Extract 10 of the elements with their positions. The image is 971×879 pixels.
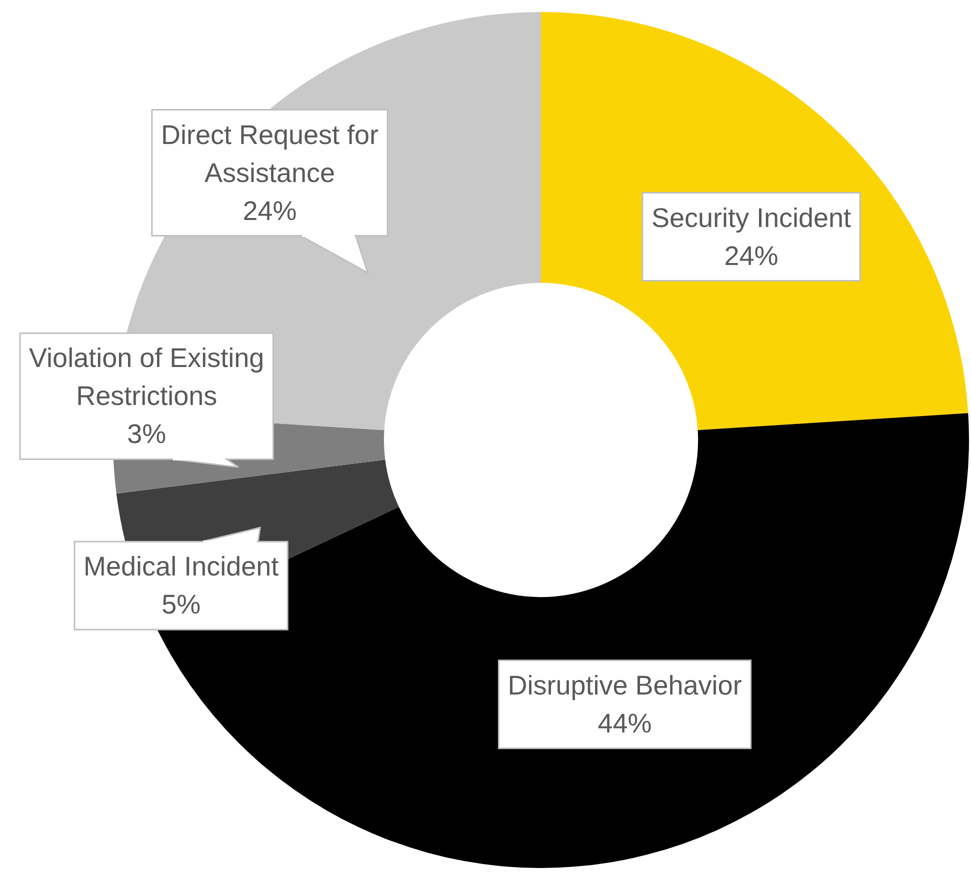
slice-label: Medical Incident	[84, 552, 280, 582]
data-label: 5%	[162, 590, 201, 620]
slice-label: Security Incident	[651, 202, 852, 233]
slice-label: Direct Request for Assistance	[160, 120, 379, 188]
slice-label: Violation of Existing Restrictions	[29, 343, 264, 412]
data-label: 44%	[598, 708, 652, 738]
data-label: 24%	[242, 196, 297, 226]
slice-label: Disruptive Behavior	[508, 670, 742, 700]
data-label: 24%	[724, 240, 778, 271]
data-label: 3%	[127, 419, 166, 450]
